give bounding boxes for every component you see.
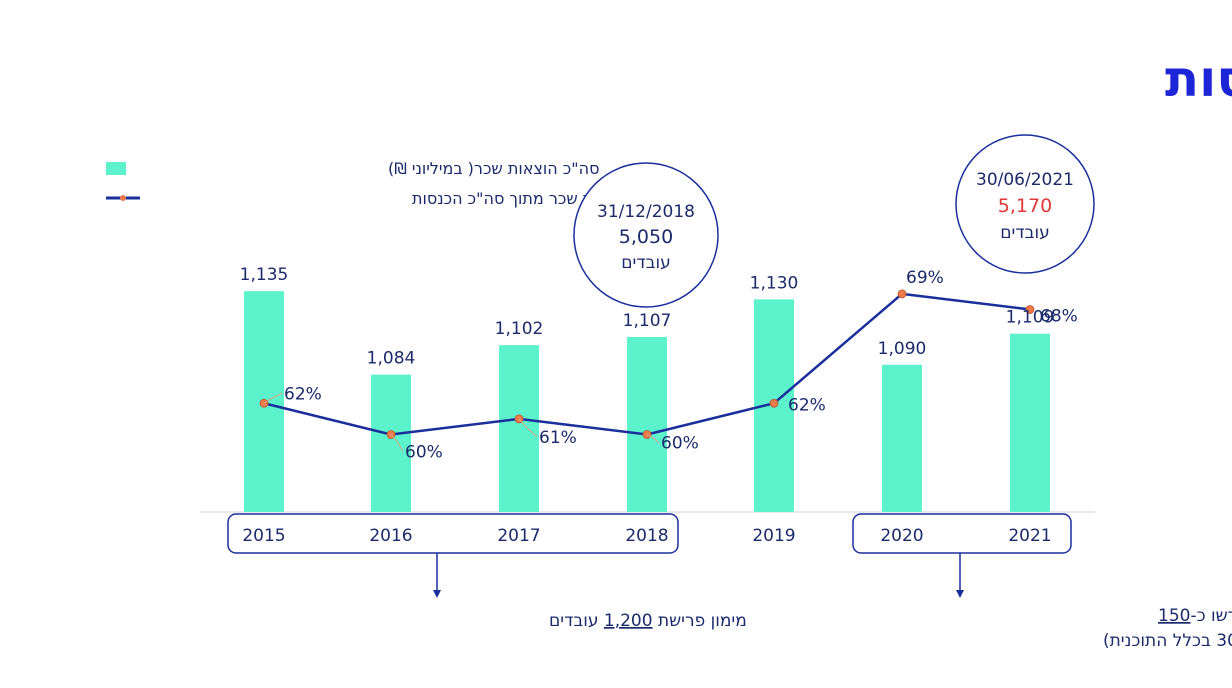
note-left-number: 1,200 [604,611,653,631]
x-tick-label: 2016 [369,526,412,546]
callout-date: 30/06/2021 [976,170,1074,190]
note-left-suffix: עובדים [549,611,604,631]
bar-value-label: 1,090 [878,339,927,359]
line-value-label: 61% [539,428,577,448]
group-box-left [227,513,679,554]
label-leader [390,434,404,452]
note-left: מימון פרישת 1,200 עובדים [549,611,747,631]
bar [499,345,539,512]
bar-value-label: 1,084 [367,349,416,369]
arrow-left [433,553,441,598]
bar-value-label: 1,135 [240,265,289,285]
bars-layer [244,291,1050,512]
note-right-line2: עובדים (מתוך 300 בכלל התוכנית) [1103,631,1232,651]
bar [371,374,411,512]
arrow-right [956,553,964,598]
line-layer [259,289,1035,452]
line-value-label: 69% [906,268,944,288]
line-value-label: 60% [405,443,443,463]
line-point [897,289,907,299]
note-right-line1: תכנית פרישה נוספת- במסגרתה הופרשו כ-150 [1158,606,1232,626]
x-tick-label: 2019 [752,526,795,546]
label-leader [263,392,283,404]
line-value-label: 60% [661,434,699,454]
note-right-prefix: תכנית פרישה נוספת- במסגרתה הופרשו כ- [1190,606,1232,626]
bar [882,364,922,512]
bar [627,336,667,512]
group-box-right [852,513,1072,554]
bar-value-label: 1,109 [1006,308,1055,328]
callout-unit: עובדים [621,253,670,273]
callout-2018: 31/12/2018 5,050 עובדים [573,162,719,308]
line-value-label: 62% [788,395,826,415]
note-right-number: 150 [1158,606,1190,626]
x-tick-label: 2017 [497,526,540,546]
bar [1010,333,1050,512]
legend-bar-label: סה"כ הוצאות שכר( במיליוני ₪) [388,159,599,178]
bar-value-label: 1,130 [750,273,799,293]
callout-2021: 30/06/2021 5,170 עובדים [955,134,1095,274]
bar-value-label: 1,102 [495,319,544,339]
callout-date: 31/12/2018 [597,202,695,222]
x-tick-label: 2015 [242,526,285,546]
callout-circle [955,134,1095,274]
callout-value: 5,050 [619,226,673,248]
line-value-label: 62% [284,384,322,404]
x-tick-label: 2021 [1008,526,1051,546]
line-point [1025,305,1035,314]
legend-bar-swatch [106,162,126,175]
callout-circle [573,162,719,308]
line-value-label: 68% [1040,307,1078,327]
page-title: הוצאות שכר ושיעורן מסך ההכנסות [1165,50,1232,108]
label-leader [646,434,660,443]
callout-unit: עובדים [1000,223,1049,243]
legend-line-marker [120,195,126,201]
callout-value: 5,170 [998,195,1052,217]
line-point [769,398,779,408]
x-tick-label: 2018 [625,526,668,546]
label-leader [518,418,538,438]
bar-value-label: 1,107 [623,311,672,331]
x-tick-label: 2020 [880,526,923,546]
note-left-prefix: מימון פרישת [653,611,747,631]
labels-layer: 1,135 1,084 1,102 1,107 1,130 1,090 1,109 2015 2… [240,265,1078,546]
